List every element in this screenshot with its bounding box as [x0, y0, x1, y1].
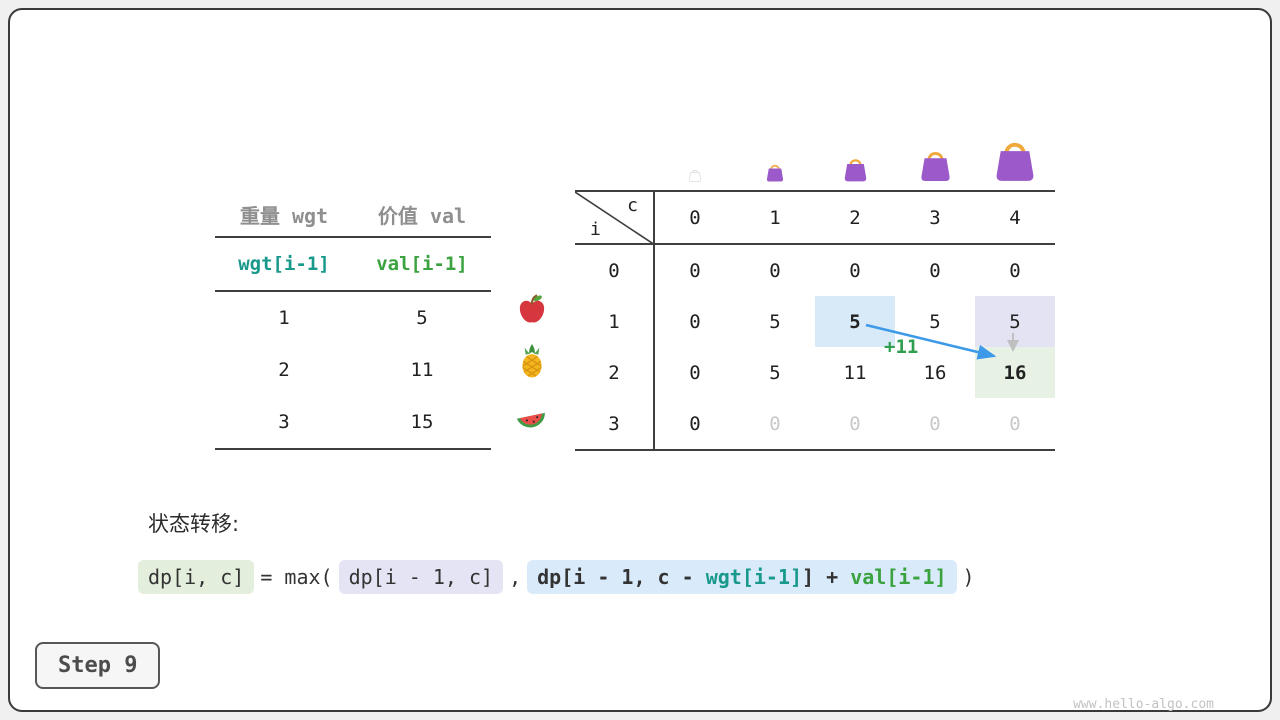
dp-cell-0-3: 0	[929, 259, 941, 282]
formula-option2-chip: dp[i - 1, c - wgt[i-1]] + val[i-1]	[527, 560, 957, 594]
dp-cell-1-2-source: 5	[815, 296, 895, 347]
items-col-weight: 重量 wgt	[239, 203, 329, 228]
item-3-weight: 3	[278, 411, 290, 433]
dp-cell-2-3: 16	[923, 361, 947, 384]
dp-row-label-3: 3	[575, 398, 655, 449]
item-3-value: 15	[410, 411, 434, 433]
corner-diagonal	[575, 192, 655, 245]
arrow-value-label: +11	[884, 336, 919, 358]
dp-corner-cell: c i	[575, 192, 655, 245]
items-col-value: 价值 val	[377, 203, 467, 228]
formula-close-paren: )	[962, 565, 975, 589]
formula-option2-pre: dp[i - 1, c -	[537, 565, 706, 589]
dp-cell-1-1: 5	[769, 310, 781, 333]
bag-capacity-0-icon	[655, 167, 735, 186]
dp-cell-3-4: 0	[1009, 412, 1021, 435]
dp-cell-0-0: 0	[689, 259, 701, 282]
dp-row-label-1: 1	[575, 296, 655, 347]
formula-option2-val: val[i-1]	[850, 565, 947, 589]
dp-col-header-3: 3	[895, 192, 975, 245]
dp-col-header-0: 0	[655, 192, 735, 245]
dp-cell-2-1: 5	[769, 361, 781, 384]
item-2-value: 11	[410, 359, 434, 381]
dp-cell-3-3: 0	[929, 412, 941, 435]
dp-cell-1-0: 0	[689, 310, 701, 333]
axis-label-i: i	[590, 219, 601, 240]
dp-cell-3-0: 0	[689, 412, 701, 435]
dp-cell-3-1: 0	[769, 412, 781, 435]
dp-cell-3-2: 0	[849, 412, 861, 435]
dp-cell-1-3: 5	[929, 310, 941, 333]
dp-cell-0-2: 0	[849, 259, 861, 282]
items-row-2: 2 11	[215, 344, 491, 396]
dp-cell-0-4: 0	[1009, 259, 1021, 282]
dp-cell-1-4-above: 5	[975, 296, 1055, 347]
dp-row-label-2: 2	[575, 347, 655, 398]
bag-capacity-2-icon	[815, 154, 895, 186]
transition-title: 状态转移:	[148, 512, 240, 536]
item-1-value: 5	[416, 307, 428, 329]
dp-col-header-4: 4	[975, 192, 1055, 245]
bag-capacity-3-icon	[895, 145, 975, 186]
items-formula-wgt: wgt[i-1]	[238, 253, 330, 275]
dp-cell-2-2: 11	[843, 361, 867, 384]
axis-label-c: c	[627, 195, 638, 216]
formula-option1-chip: dp[i - 1, c]	[338, 560, 504, 594]
dp-cell-2-4-target: 16	[975, 347, 1055, 398]
item-2-weight: 2	[278, 359, 290, 381]
item-1-weight: 1	[278, 307, 290, 329]
items-table: 重量 wgt 价值 val wgt[i-1] val[i-1] 1 5 2 11…	[215, 192, 491, 450]
formula-option2-wgt: wgt[i-1]	[705, 565, 803, 589]
dp-cell-0-1: 0	[769, 259, 781, 282]
bag-capacity-4-icon	[975, 134, 1055, 186]
dp-cell-2-0: 0	[689, 361, 701, 384]
dp-row-label-0: 0	[575, 245, 655, 296]
watermark: www.hello-algo.com	[1073, 697, 1214, 712]
items-row-3: 3 15	[215, 396, 491, 448]
bag-icons-row	[655, 122, 1055, 186]
formula-equals-max: = max(	[260, 565, 333, 589]
watermelon-icon	[515, 404, 549, 438]
step-badge: Step 9	[35, 642, 161, 689]
formula-option2-mid: ] +	[802, 565, 851, 589]
dp-table: c i 0 1 2 3 4 0 0 0 0 0 0 1 0 5 5 5 5 2 …	[575, 190, 1055, 451]
items-row-1: 1 5	[215, 292, 491, 344]
formula-comma: ,	[509, 565, 522, 589]
dp-col-header-1: 1	[735, 192, 815, 245]
apple-icon	[515, 293, 549, 327]
dp-col-header-2: 2	[815, 192, 895, 245]
figure-card	[8, 8, 1272, 712]
bag-capacity-1-icon	[735, 161, 815, 186]
items-formula-val: val[i-1]	[376, 253, 468, 275]
pineapple-icon	[515, 344, 549, 378]
transition-formula: dp[i, c] = max( dp[i - 1, c] , dp[i - 1,…	[134, 560, 977, 594]
formula-lhs-chip: dp[i, c]	[138, 560, 255, 594]
items-formula-row: wgt[i-1] val[i-1]	[215, 238, 491, 292]
items-table-header: 重量 wgt 价值 val	[215, 192, 491, 238]
